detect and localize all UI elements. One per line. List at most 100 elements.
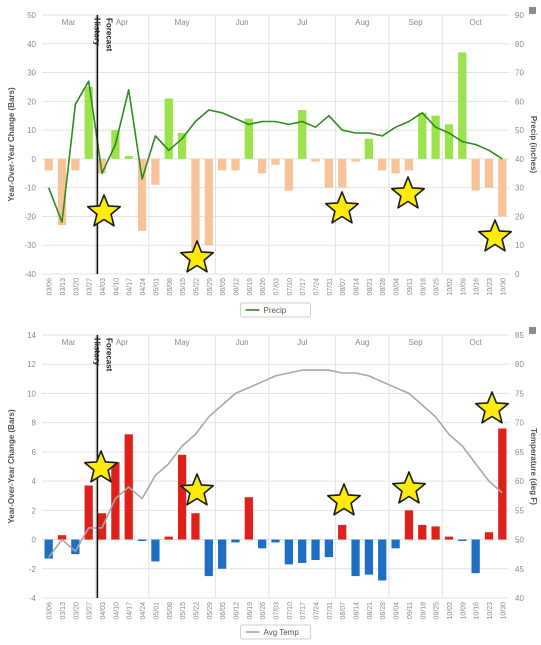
legend-label: Precip bbox=[264, 306, 287, 315]
x-tick-label: 03/06 bbox=[47, 602, 54, 620]
star-marker bbox=[180, 240, 214, 273]
y-tick-label: 12 bbox=[27, 360, 36, 369]
x-tick-label: 04/03 bbox=[100, 602, 107, 620]
month-label: Jun bbox=[236, 338, 249, 347]
bar bbox=[258, 158, 267, 174]
month-label: Apr bbox=[116, 18, 129, 27]
x-tick-label: 06/12 bbox=[233, 278, 240, 296]
x-tick-label: 04/24 bbox=[140, 278, 147, 296]
y-tick-label: -4 bbox=[29, 594, 37, 603]
month-label: Oct bbox=[469, 338, 482, 347]
x-tick-label: 05/29 bbox=[207, 602, 214, 620]
x-tick-label: 10/30 bbox=[500, 278, 507, 296]
legend-box bbox=[240, 302, 311, 318]
y-tick-label: 8 bbox=[32, 419, 37, 428]
x-tick-label: 03/20 bbox=[73, 602, 80, 620]
star-marker bbox=[390, 176, 426, 209]
month-label: Aug bbox=[355, 338, 369, 347]
star-marker bbox=[474, 391, 510, 424]
x-tick-label: 05/29 bbox=[207, 278, 214, 296]
x-tick-label: 06/26 bbox=[260, 278, 267, 296]
bar bbox=[444, 124, 454, 159]
bar bbox=[364, 138, 374, 159]
x-tick-label: 09/11 bbox=[407, 602, 414, 619]
x-tick-label: 07/31 bbox=[327, 278, 334, 296]
x-tick-label: 10/30 bbox=[500, 602, 507, 620]
bar bbox=[151, 539, 160, 562]
x-tick-label: 04/17 bbox=[127, 278, 134, 296]
y2-tick-label: 0 bbox=[515, 270, 520, 279]
month-label: Jul bbox=[297, 18, 307, 27]
x-tick-label: 05/08 bbox=[167, 278, 174, 296]
bar bbox=[458, 52, 467, 159]
x-tick-label: 08/28 bbox=[380, 602, 387, 620]
x-tick-label: 08/21 bbox=[367, 602, 374, 620]
x-tick-label: 03/06 bbox=[47, 278, 54, 296]
x-tick-label: 04/10 bbox=[113, 602, 120, 620]
bar bbox=[244, 118, 253, 159]
y2-tick-label: 40 bbox=[515, 594, 524, 603]
legend-box bbox=[240, 624, 311, 640]
bar bbox=[391, 158, 400, 174]
month-label: May bbox=[175, 18, 190, 27]
y2-tick-label: 45 bbox=[515, 565, 524, 574]
bar bbox=[84, 86, 93, 159]
y2-tick-label: 60 bbox=[515, 97, 524, 106]
x-tick-label: 09/25 bbox=[434, 278, 441, 296]
star-marker bbox=[324, 191, 360, 224]
bar bbox=[151, 158, 160, 185]
bar bbox=[271, 539, 280, 543]
x-tick-label: 07/10 bbox=[287, 278, 294, 296]
y-tick-label: 14 bbox=[27, 331, 36, 340]
star-marker bbox=[477, 219, 513, 252]
x-tick-label: 03/27 bbox=[87, 602, 94, 620]
x-tick-label: 08/21 bbox=[367, 278, 374, 296]
bar bbox=[284, 539, 293, 565]
bar bbox=[57, 535, 67, 540]
y2-tick-label: 80 bbox=[515, 360, 524, 369]
temp-chart-panel: -4 40 -2 45 0 50 2 55 4 60 6 65 8 70 10 75 12 80 14 85 Mar Ap… bbox=[0, 320, 541, 640]
x-tick-label: 05/01 bbox=[153, 602, 160, 620]
bar bbox=[458, 539, 467, 542]
y2-axis-title: Temperature (deg F) bbox=[529, 428, 538, 505]
bar bbox=[84, 485, 93, 540]
bar bbox=[244, 497, 253, 540]
x-tick-label: 07/10 bbox=[287, 602, 294, 620]
chart-menu-icon[interactable] bbox=[529, 7, 536, 14]
x-tick-label: 04/24 bbox=[140, 602, 147, 620]
bar bbox=[57, 158, 67, 226]
y-tick-label: 2 bbox=[32, 506, 37, 515]
x-tick-label: 04/17 bbox=[127, 602, 134, 620]
bar bbox=[44, 158, 53, 171]
bar bbox=[284, 158, 293, 191]
y2-tick-label: 30 bbox=[515, 184, 524, 193]
bar bbox=[418, 524, 427, 540]
y-tick-label: -20 bbox=[24, 212, 36, 221]
y-axis-title: Year-Over-Year Change (Bars) bbox=[7, 87, 16, 202]
y2-tick-label: 50 bbox=[515, 126, 524, 135]
bar bbox=[177, 132, 187, 159]
month-label: Apr bbox=[116, 338, 129, 347]
x-tick-label: 07/31 bbox=[327, 602, 334, 620]
bar bbox=[231, 158, 240, 171]
series-line bbox=[47, 80, 503, 223]
y-tick-label: -2 bbox=[29, 565, 37, 574]
x-tick-label: 10/16 bbox=[474, 278, 481, 296]
y-tick-label: 0 bbox=[32, 155, 37, 164]
chart-menu-icon[interactable] bbox=[529, 327, 536, 334]
x-tick-label: 07/03 bbox=[274, 602, 281, 620]
y2-tick-label: 80 bbox=[515, 40, 524, 49]
x-tick-label: 10/23 bbox=[487, 602, 494, 620]
bar bbox=[217, 539, 227, 569]
month-label: Sep bbox=[408, 338, 423, 347]
bar bbox=[164, 536, 173, 540]
x-tick-label: 10/23 bbox=[487, 278, 494, 296]
y-tick-label: 6 bbox=[32, 448, 37, 457]
series-line bbox=[48, 369, 503, 558]
x-tick-label: 05/01 bbox=[153, 278, 160, 296]
bar bbox=[324, 158, 334, 188]
bar bbox=[164, 98, 173, 159]
temp-chart: -4 40 -2 45 0 50 2 55 4 60 6 65 8 70 10 75 12 80 14 85 Mar Ap… bbox=[7, 331, 538, 640]
bar bbox=[364, 539, 374, 575]
month-label: Jul bbox=[297, 338, 307, 347]
